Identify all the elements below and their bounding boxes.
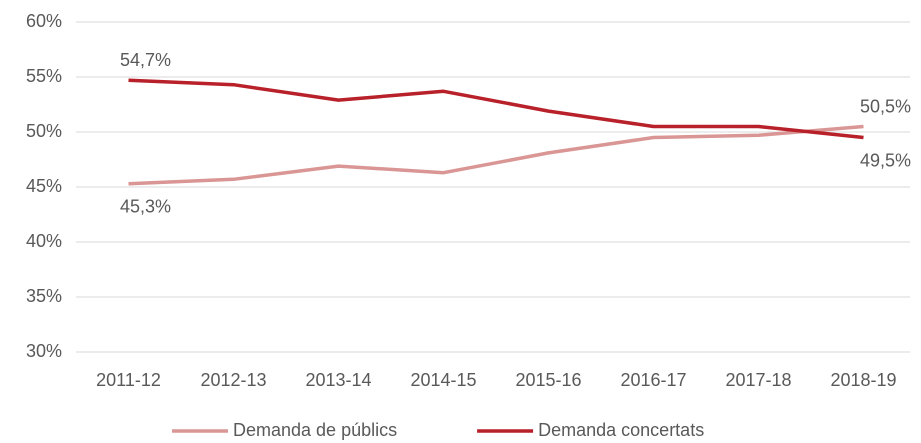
- data-label: 45,3%: [120, 196, 171, 216]
- x-tick-label: 2017-18: [725, 370, 791, 390]
- y-tick-label: 55%: [26, 66, 62, 86]
- x-tick-label: 2014-15: [410, 370, 476, 390]
- legend-label: Demanda de públics: [233, 420, 397, 440]
- series-line: [128, 78, 864, 140]
- series-line: [128, 124, 864, 186]
- x-tick-label: 2015-16: [515, 370, 581, 390]
- data-label: 49,5%: [860, 150, 911, 170]
- y-tick-label: 40%: [26, 231, 62, 251]
- x-tick-label: 2016-17: [620, 370, 686, 390]
- data-label: 54,7%: [120, 50, 171, 70]
- data-label: 50,5%: [860, 96, 911, 116]
- x-tick-label: 2013-14: [305, 370, 371, 390]
- y-tick-label: 30%: [26, 341, 62, 361]
- legend-label: Demanda concertats: [538, 420, 704, 440]
- x-tick-label: 2012-13: [200, 370, 266, 390]
- x-tick-label: 2018-19: [830, 370, 896, 390]
- y-tick-label: 60%: [26, 11, 62, 31]
- y-tick-label: 50%: [26, 121, 62, 141]
- y-tick-label: 45%: [26, 176, 62, 196]
- y-tick-label: 35%: [26, 286, 62, 306]
- x-tick-label: 2011-12: [96, 370, 161, 390]
